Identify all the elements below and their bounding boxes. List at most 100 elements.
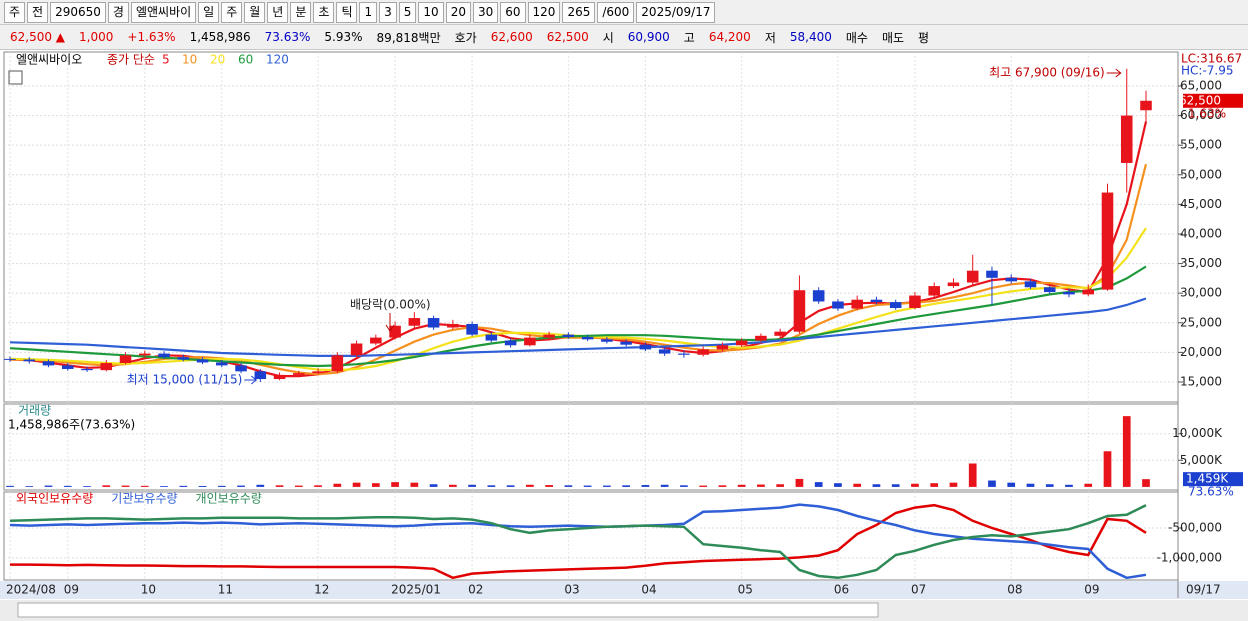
volume-bar <box>583 485 592 487</box>
candle-body <box>100 363 113 371</box>
volume-bar <box>121 485 130 487</box>
candle-body <box>774 331 786 336</box>
candle-body <box>196 359 209 363</box>
volume-bar <box>487 485 496 487</box>
change-label: 1.63% <box>1188 106 1226 120</box>
volume-bar <box>140 485 149 487</box>
panel-title: 엘앤씨바이오 <box>16 53 82 67</box>
candle-body <box>427 318 440 328</box>
y-tick-label: 20,000 <box>1180 345 1222 359</box>
volume-bar <box>237 485 245 487</box>
info-field: 62,600 <box>490 30 533 44</box>
volume-bar <box>699 485 708 487</box>
toolbar-button[interactable]: 틱 <box>336 1 358 23</box>
toolbar-button[interactable]: 주 <box>221 1 243 23</box>
info-field: 매수 <box>845 30 868 45</box>
x-tick-label: 11 <box>218 583 233 597</box>
info-bar: 62,500 ▲ 1,000 +1.63% 1,458,986 73.63% 5.93% 8… <box>0 25 1248 50</box>
candle-body <box>235 365 247 372</box>
candle-body <box>812 290 825 302</box>
toolbar-button[interactable]: 30 <box>472 1 499 23</box>
info-field: 저 <box>764 30 776 45</box>
toolbar-button[interactable]: 1 <box>359 1 378 23</box>
candle-body <box>158 353 170 358</box>
scroll-track[interactable] <box>17 602 879 618</box>
candle-body <box>1082 289 1095 295</box>
toolbar-button[interactable]: 5 <box>398 1 417 23</box>
legend-entry: 기관보유수량 <box>111 492 177 506</box>
candle-body <box>832 301 844 309</box>
candle-body <box>331 355 344 372</box>
toolbar-button[interactable]: 경 <box>107 1 129 23</box>
volume-bar <box>757 484 765 487</box>
dividend-arrow <box>385 313 395 332</box>
toolbar-button[interactable]: 엘앤씨바이 <box>130 1 197 23</box>
info-field: 60,900 <box>627 30 670 44</box>
candle-body <box>504 340 517 346</box>
toolbar-button[interactable]: 전 <box>27 1 49 23</box>
volume-bar <box>6 485 14 487</box>
volume-bar <box>853 483 862 487</box>
candle-body <box>928 286 940 296</box>
volume-bar <box>333 483 342 487</box>
volume-bar <box>1122 416 1131 487</box>
candle-body <box>293 373 305 375</box>
y-tick-label: 15,000 <box>1180 374 1222 388</box>
candle-body <box>697 349 709 355</box>
toolbar: 주 전 290650 경 엘앤씨바이 일 주 월 년 분 초 틱 1 3 5 10 20 30 60 120 265/6… <box>0 0 1248 25</box>
x-tick-label: 12 <box>314 583 329 597</box>
toolbar-button[interactable]: 월 <box>244 1 266 23</box>
candle-body <box>1120 115 1133 163</box>
toolbar-button[interactable]: 120 <box>527 1 561 23</box>
info-field: 호가 <box>454 30 477 45</box>
info-field: 1,458,986 <box>189 30 251 44</box>
candle-body <box>716 345 729 350</box>
candle-body <box>1101 192 1114 290</box>
toolbar-button[interactable]: 60 <box>500 1 526 23</box>
toolbar-button[interactable]: 265 <box>562 1 596 23</box>
volume-bar <box>949 482 958 487</box>
toolbar-button[interactable]: 2025/09/17 <box>636 1 716 23</box>
panel-icon[interactable] <box>8 70 23 85</box>
volume-bar <box>1026 483 1035 487</box>
toolbar-button[interactable]: 분 <box>290 1 312 23</box>
volume-bar <box>737 484 746 487</box>
candle-body <box>177 357 190 360</box>
last-volume-label: 1,459K <box>1186 472 1229 486</box>
toolbar-button[interactable]: 주 <box>4 1 26 23</box>
volume-bar <box>603 485 611 487</box>
candle-body <box>273 374 286 380</box>
toolbar-button[interactable]: 년 <box>267 1 289 23</box>
x-tick-label: 04 <box>641 583 656 597</box>
candle-body <box>562 334 575 337</box>
volume-bar <box>1007 482 1016 487</box>
candle-body <box>119 355 132 364</box>
volume-bar <box>872 484 881 487</box>
candle-body <box>986 270 998 278</box>
info-field: 고 <box>683 30 695 45</box>
toolbar-button[interactable]: 290650 <box>50 1 106 23</box>
volume-bar <box>622 485 630 487</box>
toolbar-button[interactable]: 초 <box>313 1 335 23</box>
volume-bar <box>160 486 168 487</box>
panel-title: 거래량 <box>18 404 51 418</box>
y-tick-label: 60,000 <box>1180 108 1222 122</box>
info-field: 89,818백만 <box>376 30 441 45</box>
candle-body <box>947 282 960 287</box>
volume-bar <box>968 463 977 487</box>
toolbar-button[interactable]: /600 <box>597 1 635 23</box>
volume-bar <box>1142 479 1150 487</box>
y-tick-label: 50,000 <box>1180 167 1222 181</box>
toolbar-button[interactable]: 20 <box>445 1 471 23</box>
toolbar-button[interactable]: 일 <box>198 1 220 23</box>
info-field: +1.63% <box>127 30 176 44</box>
candle-body <box>543 334 555 338</box>
toolbar-button[interactable]: 10 <box>418 1 444 23</box>
toolbar-button[interactable]: 3 <box>379 1 397 23</box>
x-end-label: 09/17 <box>1186 583 1221 597</box>
annotation-arrow <box>244 375 258 385</box>
x-tick-label: 09 <box>1084 583 1099 597</box>
volume-bar <box>217 485 226 487</box>
